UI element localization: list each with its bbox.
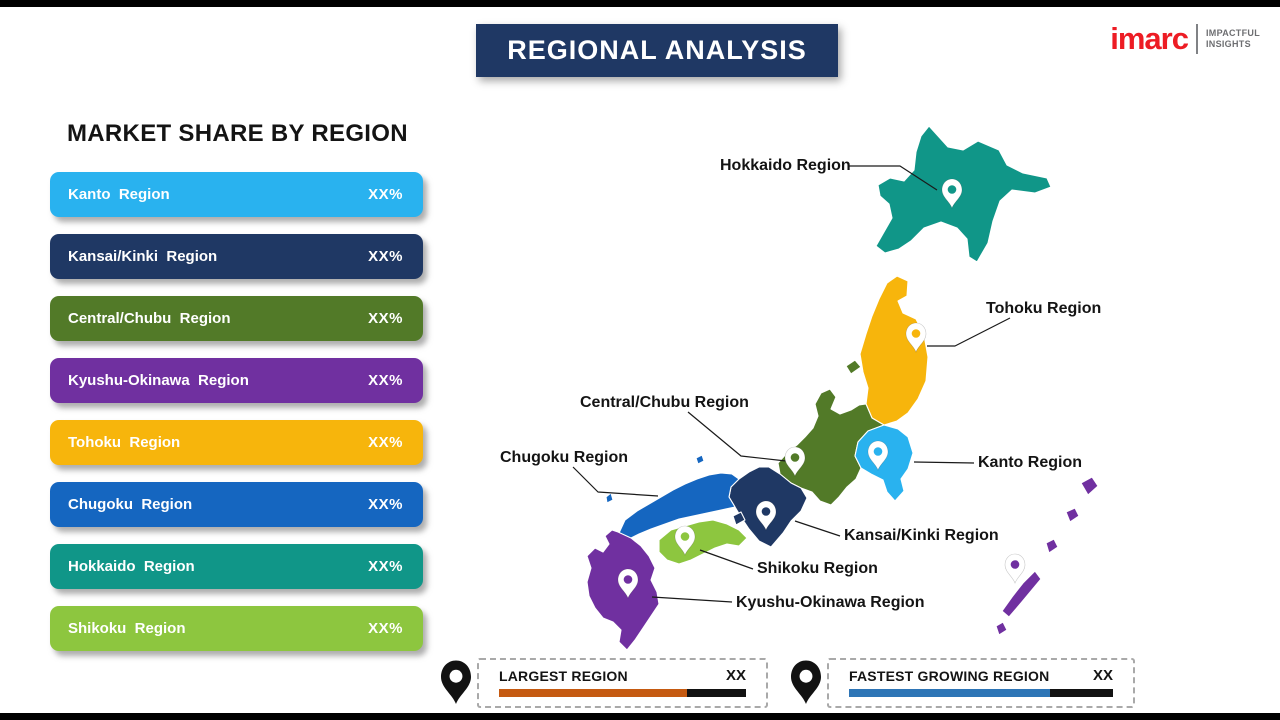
- bar-label: Central/Chubu Region: [68, 310, 231, 327]
- legend-fastest-label: FASTEST GROWING REGION: [849, 667, 1050, 684]
- pin-hole: [623, 575, 633, 584]
- market-share-bar-kanto: Kanto Region XX%: [50, 172, 423, 217]
- logo-tagline-line1: IMPACTFUL: [1205, 28, 1260, 38]
- legend-largest-region: LARGEST REGION XX: [477, 658, 768, 708]
- pin-hole: [680, 532, 690, 541]
- page-title-text: REGIONAL ANALYSIS: [507, 35, 807, 65]
- map-label-kyushu-okinawa: Kyushu-Okinawa Region: [736, 594, 925, 611]
- pin-hole: [873, 447, 883, 456]
- market-share-bar-chugoku: Chugoku Region XX%: [50, 482, 423, 527]
- map-island-okinawa-chain-3: [995, 621, 1008, 636]
- imarc-logo: imarc IMPACTFUL INSIGHTS: [1110, 21, 1260, 56]
- map-label-tohoku: Tohoku Region: [986, 300, 1102, 317]
- bar-value: XX%: [368, 620, 403, 637]
- legend-largest-label: LARGEST REGION: [499, 667, 628, 684]
- map-label-central-chubu: Central/Chubu Region: [580, 394, 749, 411]
- map-island-tsushima: [605, 492, 614, 504]
- page-title: REGIONAL ANALYSIS: [476, 24, 838, 77]
- map-label-chugoku: Chugoku Region: [500, 449, 628, 466]
- bottom-border-rule: [0, 713, 1280, 720]
- connector-hokkaido: [849, 165, 938, 191]
- bar-value: XX%: [368, 248, 403, 265]
- map-island-awaji: [732, 511, 746, 526]
- pin-hole: [761, 507, 771, 516]
- connector-central-chubu: [687, 411, 787, 462]
- map-label-hokkaido: Hokkaido Region: [720, 157, 851, 174]
- pin-hole: [947, 185, 957, 194]
- market-share-bar-central-chubu: Central/Chubu Region XX%: [50, 296, 423, 341]
- map-region-kanto: [854, 424, 914, 502]
- top-border-rule: [0, 0, 1280, 7]
- market-share-bar-tohoku: Tohoku Region XX%: [50, 420, 423, 465]
- map-island-oki: [695, 454, 705, 465]
- legend-bar-color-segment: [849, 689, 1050, 697]
- bar-label: Kanto Region: [68, 186, 170, 203]
- map-label-shikoku: Shikoku Region: [757, 560, 878, 577]
- map-island-okinawa-chain-1: [1065, 507, 1080, 523]
- bar-value: XX%: [368, 558, 403, 575]
- market-share-bar-kansai: Kansai/Kinki Region XX%: [50, 234, 423, 279]
- market-share-list: Kanto Region XX% Kansai/Kinki Region XX%…: [50, 172, 423, 651]
- legend-fastest-value: XX: [1092, 667, 1113, 684]
- map-pin-central-chubu: [784, 446, 806, 477]
- market-share-bar-shikoku: Shikoku Region XX%: [50, 606, 423, 651]
- legend-bar-black-segment: [1049, 689, 1113, 697]
- bar-value: XX%: [368, 434, 403, 451]
- bar-value: XX%: [368, 186, 403, 203]
- pin-hole: [790, 453, 800, 462]
- connector-kansai: [794, 520, 841, 537]
- pin-hole: [1010, 560, 1020, 569]
- legend-bar-color-segment: [499, 689, 687, 697]
- market-share-bar-hokkaido: Hokkaido Region XX%: [50, 544, 423, 589]
- bar-label: Chugoku Region: [68, 496, 193, 513]
- connector-tohoku: [927, 317, 1011, 347]
- map-region-hokkaido: [875, 125, 1052, 263]
- map-region-shikoku: [658, 519, 748, 565]
- bar-label: Hokkaido Region: [68, 558, 195, 575]
- map-pin-tohoku: [905, 322, 927, 353]
- legend-bar-black-segment: [686, 689, 746, 697]
- legend-largest-value: XX: [725, 667, 746, 684]
- logo-brand-text: imarc: [1110, 21, 1189, 56]
- legend-fastest-growing-region: FASTEST GROWING REGION XX: [827, 658, 1135, 708]
- legend-pin-fastest: [791, 660, 821, 704]
- map-island-okinawa-main: [1001, 570, 1042, 618]
- bar-value: XX%: [368, 496, 403, 513]
- logo-divider: [1195, 24, 1198, 54]
- connector-chugoku: [572, 466, 659, 497]
- map-pin-kanto: [867, 440, 889, 471]
- map-pin-kansai: [755, 500, 777, 531]
- map-label-kansai: Kansai/Kinki Region: [844, 527, 999, 544]
- connector-shikoku: [699, 549, 754, 570]
- pin-hole: [449, 669, 463, 683]
- bar-label: Tohoku Region: [68, 434, 181, 451]
- market-share-bar-kyushu-okinawa: Kyushu-Okinawa Region XX%: [50, 358, 423, 403]
- pin-hole: [799, 669, 813, 683]
- legend-largest-bar: [499, 689, 746, 697]
- logo-tagline: IMPACTFUL INSIGHTS: [1206, 28, 1260, 50]
- map-pin-hokkaido: [941, 178, 963, 209]
- bar-label: Kansai/Kinki Region: [68, 248, 218, 265]
- bar-value: XX%: [368, 372, 403, 389]
- legend-pin-largest: [441, 660, 471, 704]
- bar-label: Shikoku Region: [68, 620, 186, 637]
- connector-kyushu-okinawa: [651, 596, 733, 603]
- map-pin-shikoku: [674, 525, 696, 556]
- map-pin-okinawa: [1004, 553, 1026, 584]
- bar-value: XX%: [368, 310, 403, 327]
- map-island-okinawa-chain-2: [1045, 538, 1059, 554]
- bar-label: Kyushu-Okinawa Region: [68, 372, 249, 389]
- logo-tagline-line2: INSIGHTS: [1205, 39, 1251, 49]
- map-island-sado: [845, 359, 862, 375]
- connector-kanto: [913, 461, 975, 464]
- pin-hole: [911, 329, 921, 338]
- map-region-tohoku: [859, 275, 929, 426]
- legend-fastest-bar: [849, 689, 1113, 697]
- market-share-heading: MARKET SHARE BY REGION: [67, 120, 408, 147]
- map-island-amami: [1080, 476, 1099, 496]
- map-label-kanto: Kanto Region: [978, 454, 1082, 471]
- map-pin-kyushu: [617, 568, 639, 599]
